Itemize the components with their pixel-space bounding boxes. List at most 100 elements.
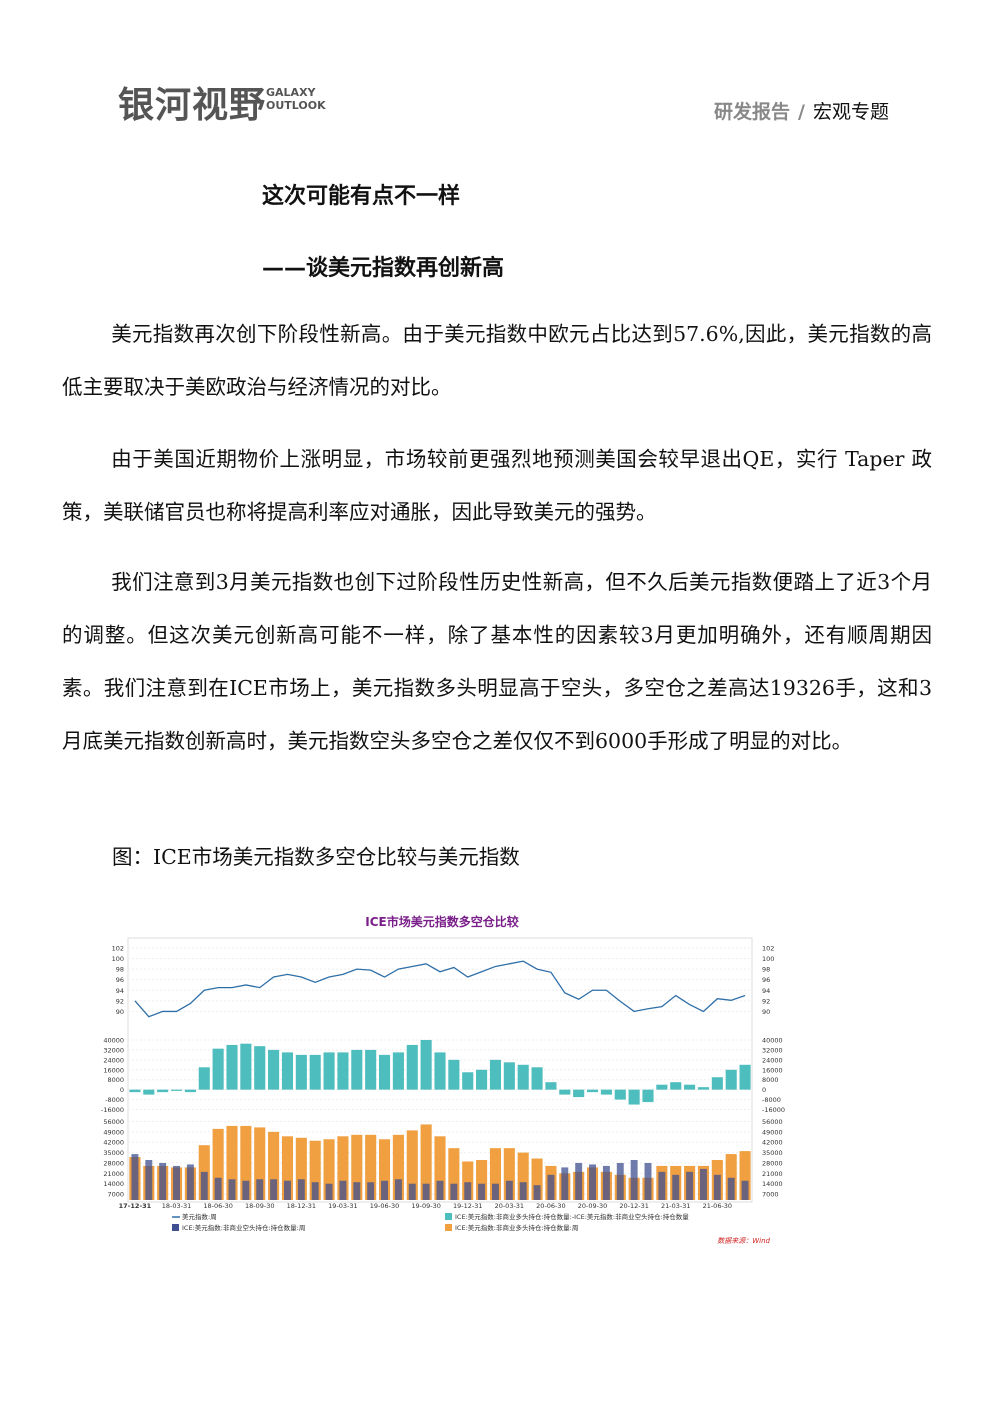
y-tick-label: 7000 — [107, 1191, 124, 1199]
bar — [686, 1171, 694, 1200]
bar — [309, 1140, 321, 1200]
bar — [462, 1072, 474, 1090]
bar — [145, 1160, 153, 1200]
bar — [367, 1182, 375, 1200]
bar — [559, 1089, 571, 1095]
bar — [700, 1168, 707, 1200]
bar — [297, 1179, 305, 1200]
bar — [531, 1158, 543, 1200]
bar — [672, 1174, 680, 1200]
bar — [353, 1182, 361, 1200]
x-tick-label: 20-03-31 — [495, 1202, 525, 1210]
y-tick-label: 24000 — [103, 1056, 124, 1064]
bar — [531, 1067, 543, 1090]
figure-caption: 图：ICE市场美元指数多空仓比较与美元指数 — [112, 845, 520, 869]
y2-tick-label: 8000 — [762, 1076, 779, 1084]
bar — [434, 1136, 446, 1200]
y-tick-label: 40000 — [103, 1036, 124, 1044]
y-tick-label: 28000 — [103, 1159, 124, 1167]
bar — [159, 1162, 167, 1200]
bar — [533, 1185, 541, 1200]
bar — [281, 1052, 294, 1090]
bar — [630, 1160, 638, 1200]
y-tick-label: 14000 — [103, 1180, 124, 1188]
bar — [561, 1167, 569, 1200]
x-tick-label: 19-06-30 — [370, 1202, 400, 1210]
x-tick-label: 18-09-30 — [245, 1202, 275, 1210]
bar — [448, 1059, 460, 1090]
bar — [212, 1128, 224, 1200]
bar — [589, 1164, 596, 1200]
x-tick-label: 21-03-31 — [661, 1202, 691, 1210]
bar — [448, 1148, 460, 1200]
bar — [406, 1044, 418, 1090]
logo: 银河视野 — [118, 85, 267, 126]
bar — [325, 1183, 333, 1200]
subtitle: ——谈美元指数再创新高 — [262, 256, 505, 281]
bar — [505, 1180, 513, 1200]
y-tick-label: 16000 — [103, 1066, 124, 1074]
legend-swatch — [445, 1213, 452, 1220]
bar — [713, 1174, 721, 1200]
bar — [684, 1084, 696, 1090]
bar — [200, 1171, 208, 1200]
bar — [450, 1183, 458, 1200]
bar — [337, 1052, 349, 1090]
y-tick-label: -8000 — [105, 1096, 124, 1104]
bar — [212, 1048, 224, 1090]
bar — [656, 1084, 668, 1090]
paragraph: 美元指数再次创下阶段性新高。由于美元指数中欧元占比达到57.6%,因此，美元指数… — [62, 322, 932, 399]
y2-tick-label: 42000 — [762, 1139, 783, 1147]
bar — [143, 1089, 155, 1095]
y2-tick-label: 102 — [762, 944, 774, 952]
bar — [351, 1134, 363, 1200]
x-tick-label: 17-12-31 — [119, 1202, 152, 1210]
bar — [392, 1134, 404, 1200]
bar — [600, 1089, 612, 1095]
bar — [295, 1054, 307, 1090]
bar — [309, 1054, 321, 1090]
bar — [184, 1089, 196, 1093]
y2-tick-label: 28000 — [762, 1159, 783, 1167]
bar — [616, 1162, 624, 1200]
bar — [406, 1130, 418, 1200]
x-tick-label: 18-12-31 — [287, 1202, 317, 1210]
bar — [240, 1043, 252, 1090]
bar — [295, 1137, 307, 1200]
y2-tick-label: 94 — [762, 987, 770, 995]
bar — [323, 1139, 335, 1200]
bar — [170, 1089, 183, 1091]
y-tick-label: 102 — [112, 944, 124, 952]
y-tick-label: 92 — [116, 997, 124, 1005]
bar — [545, 1082, 557, 1090]
legend-label: ICE:美元指数:非商业空头持仓:持仓数量:周 — [182, 1223, 305, 1232]
y2-tick-label: 35000 — [762, 1149, 783, 1157]
bar — [462, 1161, 474, 1200]
bar — [492, 1183, 499, 1200]
bar — [226, 1125, 238, 1200]
bar — [394, 1179, 402, 1200]
bar — [725, 1154, 737, 1200]
bar — [614, 1089, 626, 1100]
bar — [381, 1180, 388, 1200]
x-tick-label: 19-03-31 — [328, 1202, 358, 1210]
bar — [517, 1064, 529, 1090]
bar — [270, 1179, 278, 1200]
bar — [339, 1180, 347, 1200]
x-tick-label: 18-03-31 — [162, 1202, 192, 1210]
bar — [658, 1171, 666, 1200]
bar — [642, 1089, 654, 1103]
bar — [711, 1077, 723, 1090]
bar — [519, 1182, 527, 1200]
bar — [365, 1134, 377, 1200]
paragraph: 我们注意到3月美元指数也创下过阶段性历史性新高，但不久后美元指数便踏上了近3个月… — [62, 570, 932, 753]
bar — [478, 1183, 486, 1200]
bar — [517, 1152, 529, 1200]
y-tick-label: 0 — [120, 1086, 124, 1094]
bar — [228, 1179, 236, 1200]
bar — [226, 1044, 238, 1090]
paragraph: 由于美国近期物价上涨明显，市场较前更强烈地预测美国会较早退出QE，实行 Tape… — [62, 447, 932, 524]
bar — [131, 1154, 139, 1200]
